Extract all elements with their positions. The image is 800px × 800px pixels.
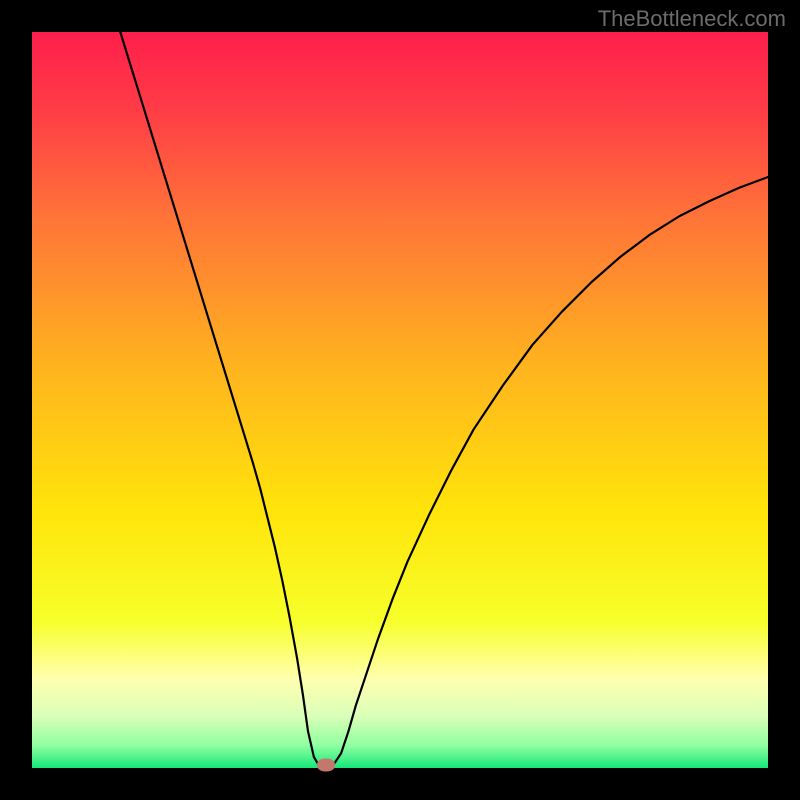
- chart-frame: TheBottleneck.com: [0, 0, 800, 800]
- watermark-text: TheBottleneck.com: [598, 6, 786, 32]
- optimum-marker: [317, 759, 335, 772]
- bottleneck-curve: [32, 32, 768, 768]
- bottleneck-curve-path: [120, 32, 768, 767]
- plot-area: [32, 32, 768, 768]
